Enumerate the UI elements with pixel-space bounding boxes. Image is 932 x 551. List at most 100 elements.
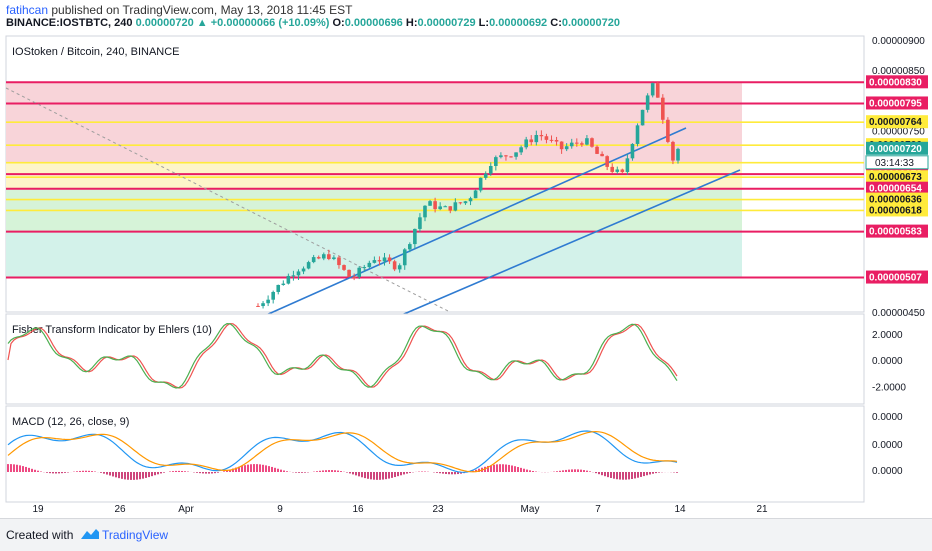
macd-histogram-bar (223, 471, 225, 472)
last-price-label: 0.00000720 (866, 142, 928, 155)
macd-histogram-bar (286, 471, 288, 472)
macd-histogram-bar (403, 472, 405, 474)
macd-histogram-bar (634, 472, 636, 478)
macd-histogram-bar (322, 470, 324, 472)
level-price-label[interactable]: 0.00000583 (866, 225, 928, 238)
macd-histogram-bar (640, 472, 642, 477)
level-price-label[interactable]: 0.00000618 (866, 203, 928, 216)
macd-histogram-bar (646, 472, 648, 475)
tradingview-logo-icon[interactable] (80, 527, 100, 541)
candle (666, 117, 670, 143)
candle-body (514, 152, 518, 156)
macd-histogram-bar (175, 471, 177, 472)
candle (590, 137, 594, 147)
macd-histogram-bar (526, 470, 528, 472)
macd-histogram-bar (559, 471, 561, 472)
macd-histogram-bar (55, 472, 57, 473)
level-price-label[interactable]: 0.00000673 (866, 170, 928, 183)
macd-histogram-bar (157, 472, 159, 474)
macd-histogram-bar (100, 472, 102, 473)
macd-axis[interactable]: 0.00000.00000.0000 (872, 412, 903, 477)
candle-body (504, 155, 508, 156)
publish-info: fatihcan published on TradingView.com, M… (6, 3, 352, 17)
macd-histogram-bar (625, 472, 627, 480)
macd-histogram-bar (400, 472, 402, 475)
candle-body (312, 257, 316, 262)
level-price-label-text: 0.00000830 (869, 77, 922, 88)
macd-histogram-bar (40, 471, 42, 472)
level-price-label[interactable]: 0.00000830 (866, 75, 928, 88)
candle-body (464, 201, 468, 203)
macd-histogram-bar (46, 472, 48, 473)
macd-histogram-bar (259, 464, 261, 472)
level-price-label[interactable]: 0.00000795 (866, 96, 928, 109)
price-axis[interactable]: 0.000009000.000008500.000007500.00000450… (866, 36, 928, 319)
macd-histogram-bar (607, 472, 609, 477)
macd-histogram-bar (352, 472, 354, 474)
level-price-label[interactable]: 0.00000507 (866, 271, 928, 284)
macd-histogram-bar (19, 465, 21, 472)
candle-body (317, 257, 321, 258)
price-tick-label: 0.00000900 (872, 36, 925, 47)
candle-body (413, 229, 417, 244)
macd-histogram-bar (184, 471, 186, 472)
candle-body (615, 169, 619, 171)
macd-histogram-bar (391, 472, 393, 478)
candle-body (484, 174, 488, 178)
candle (641, 110, 645, 126)
candle-body (337, 257, 341, 265)
time-tick-label: 9 (277, 504, 283, 515)
tradingview-link[interactable]: TradingView (102, 528, 168, 542)
macd-histogram-bar (520, 468, 522, 472)
macd-histogram-bar (241, 466, 243, 472)
macd-histogram-bar (409, 472, 411, 473)
macd-tick-label: 0.0000 (872, 412, 903, 423)
time-tick-label: May (521, 504, 540, 515)
candle-body (575, 143, 579, 144)
macd-histogram-bar (82, 471, 84, 472)
macd-histogram-bar (265, 465, 267, 472)
candle-body (428, 201, 432, 206)
macd-histogram-bar (328, 470, 330, 472)
fisher-axis[interactable]: 2.00000.0000-2.0000 (872, 330, 906, 394)
macd-histogram-bar (139, 472, 141, 479)
candle-body (378, 260, 382, 261)
candle-body (302, 269, 306, 272)
candle-body (423, 206, 427, 218)
level-zone (6, 177, 742, 188)
macd-tick-label: 0.0000 (872, 440, 903, 451)
candle-body (509, 156, 513, 157)
macd-histogram-bar (76, 471, 78, 472)
macd-histogram-bar (64, 472, 66, 473)
macd-histogram-bar (643, 472, 645, 476)
macd-histogram-bar (196, 472, 198, 473)
price-pane-title: IOStoken / Bitcoin, 240, BINANCE (12, 46, 180, 58)
macd-histogram-bar (199, 472, 201, 473)
close-value: 0.00000720 (562, 17, 620, 29)
level-price-label[interactable]: 0.00000764 (866, 115, 928, 128)
macd-histogram-bar (565, 470, 567, 472)
macd-pane-frame (6, 406, 864, 502)
macd-histogram-bar (529, 470, 531, 472)
price-pane[interactable]: IOStoken / Bitcoin, 240, BINANCE (6, 36, 864, 320)
macd-histogram-bar (583, 470, 585, 472)
price-tick-label: 0.00000450 (872, 308, 925, 319)
candle-body (489, 166, 493, 174)
candle-body (322, 254, 326, 258)
macd-histogram-bar (295, 472, 297, 473)
candle-body (666, 120, 670, 142)
macd-histogram-bar (574, 469, 576, 472)
author-link[interactable]: fatihcan (6, 3, 48, 17)
chart-canvas[interactable]: IOStoken / Bitcoin, 240, BINANCE 0.00000… (0, 34, 932, 518)
candle-body (443, 206, 447, 207)
level-zone (6, 210, 742, 231)
candle-body (651, 83, 655, 95)
macd-histogram-bar (37, 471, 39, 472)
macd-histogram-bar (58, 472, 60, 473)
candle-body (565, 146, 569, 149)
candle (631, 143, 635, 161)
macd-histogram-bar (13, 464, 15, 472)
macd-histogram-bar (628, 472, 630, 479)
high-value: 0.00000729 (417, 17, 475, 29)
